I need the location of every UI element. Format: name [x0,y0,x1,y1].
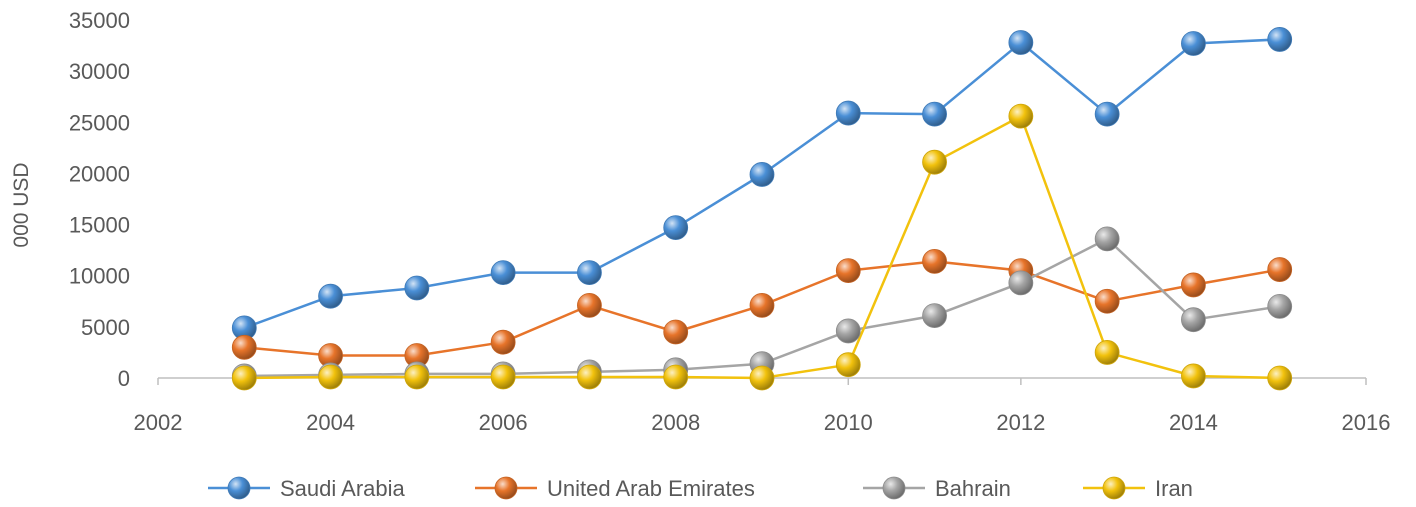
legend-swatch-marker [494,476,518,500]
legend-label: Saudi Arabia [280,476,406,501]
legend-item: Iran [1083,476,1193,501]
y-tick-label: 5000 [81,315,130,340]
x-tick-label: 2010 [824,410,873,435]
legend: Saudi Arabia United Arab Emirates Bahrain I… [208,476,1193,501]
data-point [1181,272,1206,298]
data-point [1267,257,1293,282]
data-point [1094,340,1120,365]
data-point [1267,365,1293,391]
data-point [835,352,861,378]
legend-swatch-marker [1102,476,1126,500]
data-point [404,364,430,390]
legend-label: Iran [1155,476,1193,501]
x-tick-label: 2012 [996,410,1045,435]
series-markers [231,27,1293,391]
data-point [663,215,689,241]
x-tick-label: 2002 [134,410,183,435]
data-point [1094,101,1120,127]
y-tick-label: 30000 [69,59,130,84]
legend-swatch-marker [227,476,251,500]
y-tick-label: 25000 [69,110,130,135]
data-point [1181,363,1206,389]
y-tick-label: 10000 [69,264,130,289]
data-point [490,364,516,390]
legend-swatch-marker [882,476,906,500]
data-point [1267,27,1293,52]
data-point [231,334,257,360]
data-point [490,329,516,355]
series-line-3 [244,114,1280,380]
data-point [490,260,516,286]
x-tick-label: 2008 [651,410,700,435]
legend-label: Bahrain [935,476,1011,501]
legend-item: Saudi Arabia [208,476,406,501]
data-point [577,364,602,390]
y-tick-label: 35000 [69,8,130,33]
legend-item: United Arab Emirates [475,476,755,501]
y-tick-label: 15000 [69,213,130,238]
data-point [922,149,947,175]
series-lines [243,38,1280,380]
data-point [835,100,861,126]
data-point [749,292,775,318]
y-tick-label: 20000 [69,161,130,186]
data-point [577,292,602,318]
data-point [1094,288,1120,314]
data-point [663,364,689,390]
data-point [922,248,947,274]
legend-item: Bahrain [863,476,1011,501]
legend-label: United Arab Emirates [547,476,755,501]
data-point [835,318,861,344]
data-point [231,365,257,391]
data-point [1008,270,1034,296]
y-tick-label: 0 [118,366,130,391]
data-point [922,303,947,329]
y-axis-title: 000 USD [10,162,33,247]
x-tick-label: 2014 [1169,410,1218,435]
x-tick-label: 2004 [306,410,355,435]
data-point [835,258,861,284]
data-point [1181,31,1206,56]
data-point [749,365,775,391]
data-point [1008,103,1034,129]
data-point [663,319,689,345]
data-point [922,101,947,127]
axes: 2002 2004 2006 2008 2010 2012 2014 2016 0 5000 100… [10,8,1390,435]
data-point [749,162,775,187]
data-point [1008,30,1034,55]
x-tick-label: 2006 [479,410,528,435]
data-point [404,275,430,301]
data-point [577,260,602,286]
data-point [318,283,343,309]
data-point [1267,293,1293,319]
data-point [1094,226,1120,252]
data-point [1181,307,1206,333]
data-point [318,364,343,390]
x-tick-label: 2016 [1342,410,1391,435]
